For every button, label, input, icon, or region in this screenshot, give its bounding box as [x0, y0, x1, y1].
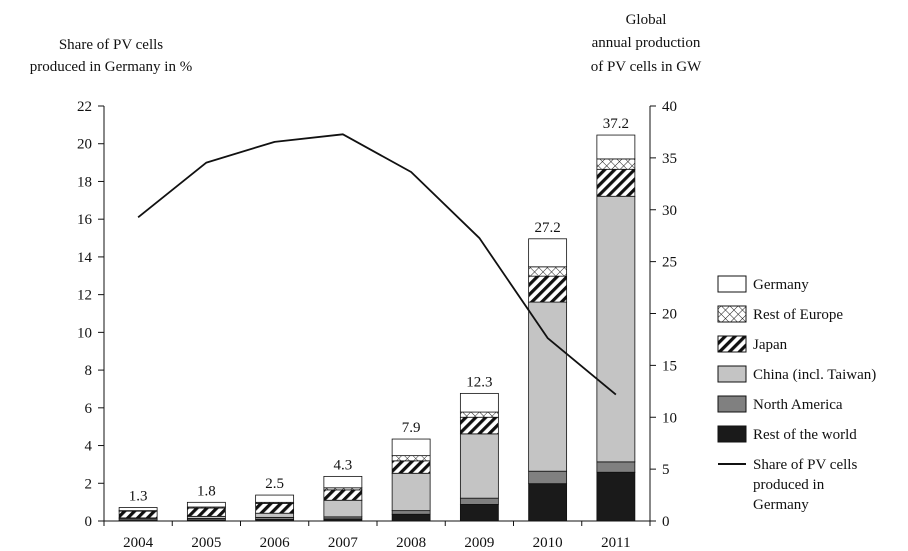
- legend-swatch: [717, 365, 747, 383]
- bar-total-label: 37.2: [603, 116, 629, 132]
- bar-total-label: 12.3: [466, 374, 492, 390]
- left-tick-label: 8: [85, 363, 93, 379]
- legend-swatch: [717, 425, 747, 443]
- left-tick-label: 22: [77, 99, 92, 115]
- bar-total-label: 2.5: [265, 476, 284, 492]
- left-tick-label: 16: [77, 212, 93, 228]
- bar-segment-japan: [459, 416, 499, 435]
- x-category-label: 2004: [123, 535, 154, 551]
- right-tick-label: 5: [662, 462, 670, 478]
- bar-segment-germany: [118, 507, 158, 512]
- bar-segment-china-incl-taiwan: [528, 301, 568, 472]
- legend-line-label: Share of PV cells: [753, 457, 857, 473]
- legend-label: North America: [753, 397, 843, 413]
- x-category-label: 2006: [260, 535, 291, 551]
- left-tick-label: 6: [85, 401, 93, 417]
- left-tick-label: 18: [77, 174, 92, 190]
- x-category-label: 2007: [328, 535, 359, 551]
- bar-segment-north-america: [596, 461, 636, 473]
- bar-segment-china-incl-taiwan: [596, 195, 636, 463]
- right-tick-label: 40: [662, 99, 677, 115]
- bar-segment-china-incl-taiwan: [255, 512, 295, 518]
- bar-segment-rest-of-the-world: [391, 513, 431, 522]
- bar-segment-japan: [391, 460, 431, 474]
- bar-segment-germany: [391, 438, 431, 457]
- bar-segment-north-america: [391, 510, 431, 515]
- right-tick-label: 15: [662, 358, 677, 374]
- bar-segment-germany: [255, 494, 295, 503]
- left-tick-label: 0: [85, 514, 93, 530]
- x-category-label: 2011: [601, 535, 630, 551]
- bar-segment-japan: [255, 502, 295, 514]
- bar-segment-germany: [596, 134, 636, 160]
- bar-segment-north-america: [459, 497, 499, 505]
- left-tick-label: 2: [85, 476, 93, 492]
- bars-layer: 1.3 1.8 2.5 4.3 7.9 12.3 27.2 37.2: [118, 116, 636, 522]
- bar-segment-japan: [323, 489, 363, 501]
- left-tick-label: 12: [77, 288, 92, 304]
- legend-swatch: [717, 305, 747, 323]
- bar-segment-north-america: [528, 470, 568, 485]
- legend-label: Rest of Europe: [753, 307, 843, 323]
- bar-segment-germany: [459, 392, 499, 413]
- bar-segment-japan: [528, 275, 568, 303]
- bar-total-label: 7.9: [402, 420, 421, 436]
- left-axis-title-line-1: Share of PV cells: [59, 37, 163, 53]
- bar-segment-rest-of-the-world: [528, 483, 568, 522]
- bar-segment-rest-of-the-world: [596, 471, 636, 522]
- legend: Germany Rest of Europe Japan China (incl. T…: [717, 275, 876, 513]
- bar-segment-china-incl-taiwan: [459, 433, 499, 499]
- left-axis-title-line-2: produced in Germany in %: [30, 59, 192, 75]
- right-tick-label: 30: [662, 203, 677, 219]
- right-tick-label: 20: [662, 307, 677, 323]
- legend-line-label: produced in: [753, 477, 825, 493]
- x-category-label: 2009: [464, 535, 494, 551]
- bar-segment-china-incl-taiwan: [391, 472, 431, 512]
- share-germany-line: [137, 133, 617, 396]
- legend-swatch: [717, 395, 747, 413]
- left-tick-label: 14: [77, 250, 93, 266]
- share-line-layer: [137, 133, 617, 396]
- legend-label: China (incl. Taiwan): [753, 367, 876, 383]
- bar-total-label: 4.3: [334, 457, 353, 473]
- legend-swatch: [717, 335, 747, 353]
- left-tick-label: 10: [77, 325, 92, 341]
- x-category-label: 2005: [191, 535, 221, 551]
- bar-segment-germany: [186, 501, 226, 508]
- legend-label: Japan: [753, 337, 788, 353]
- right-tick-label: 35: [662, 151, 677, 167]
- bar-segment-rest-of-the-world: [459, 503, 499, 522]
- bar-segment-rest-of-europe: [596, 158, 636, 170]
- bar-total-label: 27.2: [535, 220, 561, 236]
- bar-segment-japan: [596, 168, 636, 197]
- bar-segment-japan: [118, 510, 158, 519]
- bar-segment-china-incl-taiwan: [323, 499, 363, 518]
- left-tick-label: 4: [85, 439, 93, 455]
- legend-line-label: Germany: [753, 497, 809, 513]
- bar-segment-rest-of-europe: [528, 266, 568, 277]
- right-tick-label: 10: [662, 410, 677, 426]
- left-tick-label: 20: [77, 137, 92, 153]
- right-tick-label: 0: [662, 514, 670, 530]
- bar-total-label: 1.8: [197, 483, 216, 499]
- bar-total-label: 1.3: [129, 489, 148, 505]
- right-tick-label: 25: [662, 255, 677, 271]
- x-category-label: 2010: [533, 535, 563, 551]
- right-axis-title-line-2: annual production: [592, 35, 701, 51]
- bar-segment-rest-of-europe: [391, 455, 431, 462]
- legend-swatch: [717, 275, 747, 293]
- right-axis-title-line-1: Global: [626, 12, 667, 28]
- x-category-label: 2008: [396, 535, 426, 551]
- bar-segment-germany: [323, 475, 363, 489]
- bar-segment-germany: [528, 238, 568, 268]
- bar-segment-japan: [186, 507, 226, 517]
- right-axis-title-line-3: of PV cells in GW: [591, 59, 702, 75]
- axes-layer: 0 2 4 6 8 10 12 14 16 18 20 22 0 5 10 15 20 25 30 35 40 2004 2…: [77, 99, 677, 551]
- bar-segment-rest-of-europe: [459, 411, 499, 418]
- legend-label: Rest of the world: [753, 427, 857, 443]
- legend-label: Germany: [753, 277, 809, 293]
